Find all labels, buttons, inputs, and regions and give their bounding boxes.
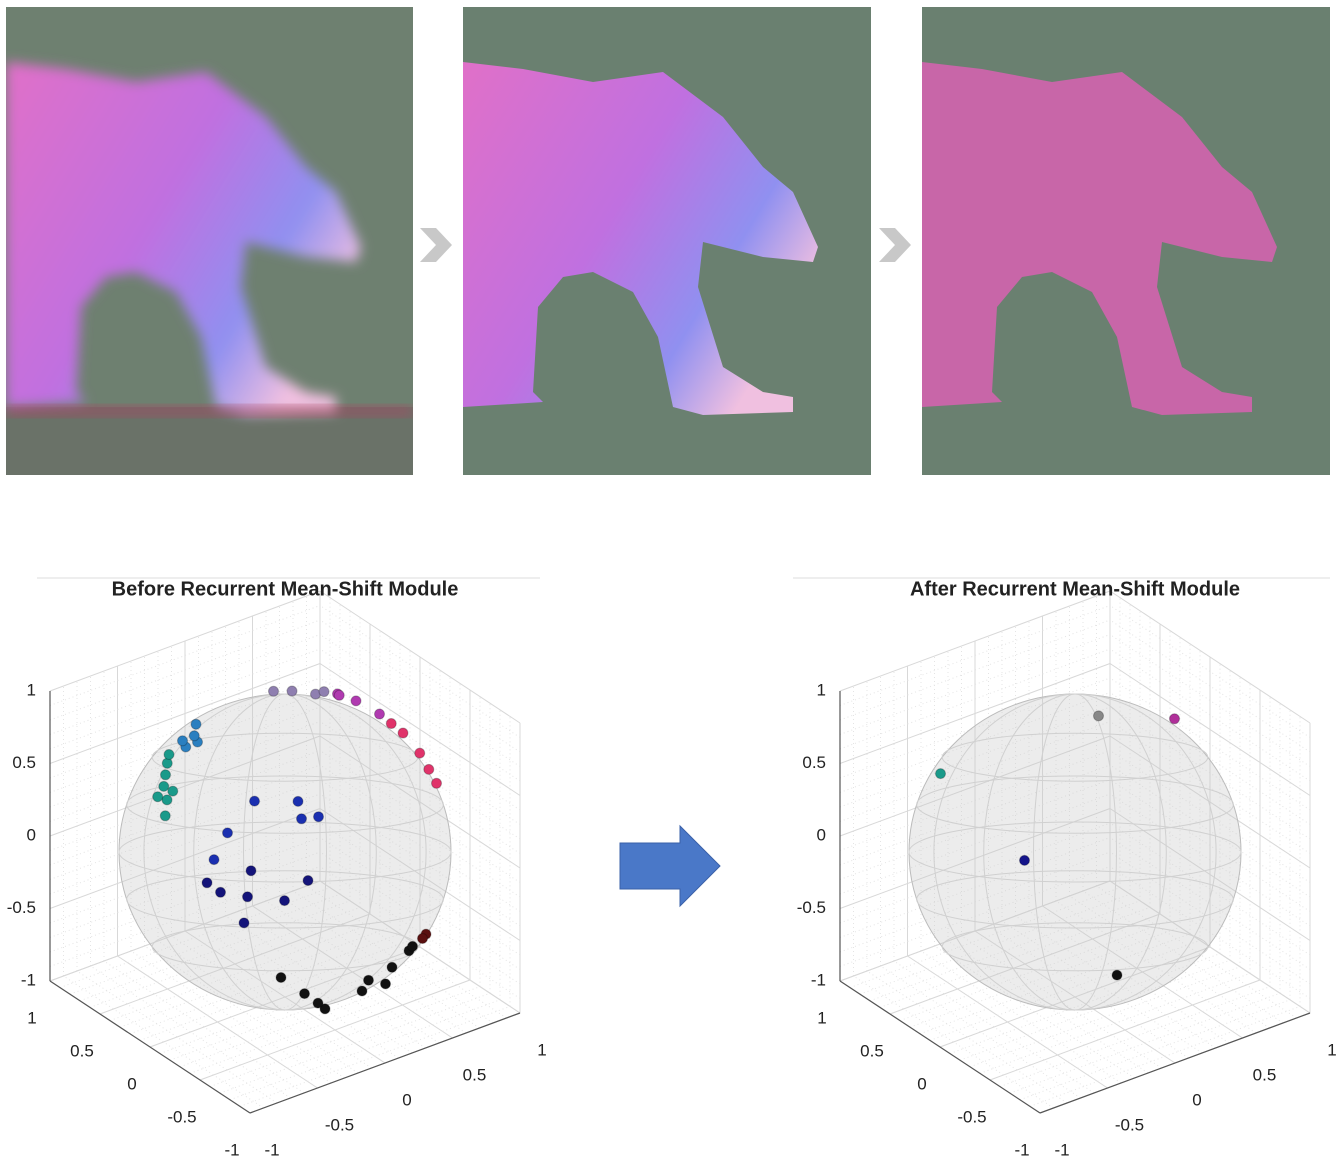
point: [293, 796, 303, 806]
z-tick-label: 0.5: [802, 753, 826, 772]
point: [357, 986, 367, 996]
point: [381, 979, 391, 989]
x-tick-label: 1: [1327, 1040, 1336, 1059]
point: [386, 719, 396, 729]
z-tick-label: 1: [27, 680, 36, 699]
y-tick-label: 1: [817, 1008, 826, 1027]
point: [191, 719, 201, 729]
chart-title: After Recurrent Mean-Shift Module: [910, 578, 1240, 600]
point: [189, 731, 199, 741]
y-tick-label: -1: [1014, 1140, 1029, 1159]
x-tick-label: -1: [1054, 1140, 1069, 1159]
point: [202, 878, 212, 888]
z-tick-label: 1: [817, 680, 826, 699]
point: [1094, 711, 1104, 721]
y-tick-label: 0.5: [860, 1041, 884, 1060]
chevron: [879, 228, 911, 262]
arrow: [620, 826, 720, 906]
z-tick-label: -1: [811, 970, 826, 989]
x-tick-label: -1: [264, 1140, 279, 1159]
point: [209, 855, 219, 865]
sphere: [909, 694, 1241, 1010]
point: [1170, 714, 1180, 724]
chart-title: Before Recurrent Mean-Shift Module: [112, 578, 459, 600]
y-tick-label: -0.5: [167, 1107, 196, 1126]
point: [418, 933, 428, 943]
point: [178, 736, 188, 746]
point: [159, 781, 169, 791]
point: [239, 918, 249, 928]
point: [161, 770, 171, 780]
point: [408, 941, 418, 951]
x-tick-label: 0: [1192, 1090, 1201, 1109]
point: [223, 828, 233, 838]
point: [164, 750, 174, 760]
y-tick-label: 1: [27, 1008, 36, 1027]
point: [313, 998, 323, 1008]
y-tick-label: 0: [917, 1074, 926, 1093]
point: [216, 887, 226, 897]
x-tick-label: -0.5: [1115, 1115, 1144, 1134]
z-tick-label: -0.5: [7, 898, 36, 917]
z-tick-label: 0: [817, 825, 826, 844]
point: [168, 786, 178, 796]
point: [415, 748, 425, 758]
point: [300, 989, 310, 999]
point: [432, 778, 442, 788]
axis-line: [250, 1013, 520, 1113]
y-tick-label: 0.5: [70, 1041, 94, 1060]
x-tick-label: 0.5: [463, 1065, 487, 1084]
chevron: [420, 228, 452, 262]
point: [314, 812, 324, 822]
point: [1112, 970, 1122, 980]
figure: -1 -0.5 0 0.5 1 -1 -0.5 0 0.5 1 -1 -0.5 0 0.5 1 Before …: [0, 0, 1339, 1163]
point: [364, 975, 374, 985]
axis-line: [1040, 1013, 1310, 1113]
image-raw: [6, 7, 413, 475]
z-tick-label: 0.5: [12, 753, 36, 772]
sphere: [119, 694, 451, 1010]
point: [246, 866, 256, 876]
x-tick-label: 0.5: [1253, 1065, 1277, 1084]
z-tick-label: 0: [27, 825, 36, 844]
point: [297, 814, 307, 824]
point: [276, 973, 286, 983]
image-masked: [463, 7, 871, 475]
y-tick-label: -0.5: [957, 1107, 986, 1126]
z-tick-label: -0.5: [797, 898, 826, 917]
point: [269, 686, 279, 696]
point: [250, 796, 260, 806]
x-tick-label: 0: [402, 1090, 411, 1109]
image-clustered: [922, 7, 1330, 475]
point: [280, 896, 290, 906]
x-tick-label: 1: [537, 1040, 546, 1059]
point: [287, 686, 297, 696]
point: [162, 795, 172, 805]
point: [387, 962, 397, 972]
point: [153, 792, 163, 802]
y-tick-label: -1: [224, 1140, 239, 1159]
z-tick-label: -1: [21, 970, 36, 989]
point: [243, 892, 253, 902]
x-tick-label: -0.5: [325, 1115, 354, 1134]
point: [1020, 855, 1030, 865]
point: [424, 764, 434, 774]
point: [375, 709, 385, 719]
point: [936, 769, 946, 779]
point: [351, 696, 361, 706]
point: [398, 728, 408, 738]
point: [160, 811, 170, 821]
y-tick-label: 0: [127, 1074, 136, 1093]
point: [319, 687, 329, 697]
point: [334, 690, 344, 700]
point: [303, 876, 313, 886]
